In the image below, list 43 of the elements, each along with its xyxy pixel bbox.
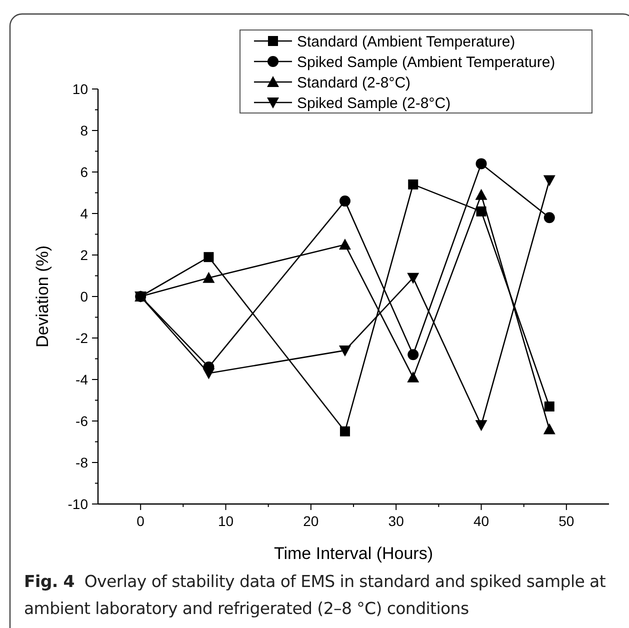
x-tick-label: 30: [388, 513, 404, 529]
x-tick-label: 50: [558, 513, 574, 529]
point: [543, 423, 556, 434]
x-tick-label: 40: [473, 513, 490, 529]
y-tick-label: -2: [76, 330, 88, 346]
y-tick-label: -4: [76, 371, 88, 388]
y-tick-label: 2: [80, 246, 88, 263]
legend-label: Spiked Sample (2-8°C): [297, 94, 451, 112]
legend-label: Standard (2-8°C): [297, 74, 411, 92]
point: [407, 272, 420, 284]
legend-label: Spiked Sample (Ambient Temperature): [297, 54, 556, 71]
point: [476, 158, 487, 170]
point: [475, 420, 488, 432]
y-tick-label: -6: [76, 412, 88, 429]
y-axis-title: Deviation (%): [33, 245, 52, 348]
y-tick-label: 0: [80, 288, 88, 304]
point: [544, 212, 555, 224]
y-tick-label: 4: [80, 205, 88, 222]
point: [408, 179, 418, 190]
point: [475, 188, 488, 200]
y-tick-label: 6: [80, 164, 88, 180]
y-tick-label: -8: [76, 454, 88, 470]
point: [202, 368, 215, 380]
point: [340, 426, 350, 436]
caption: Fig. 4 Overlay of stability data of EMS in standard and spiked sample at ambient laboratory and refrigerated (2–8 °C) conditions: [24, 571, 607, 620]
point: [408, 349, 419, 360]
point: [338, 238, 351, 250]
point: [338, 345, 351, 356]
x-axis-title: Time Interval (Hours): [274, 544, 434, 563]
x-tick-label: 10: [218, 513, 234, 529]
point: [204, 252, 214, 262]
legend-label: Standard (Ambient Temperature): [297, 33, 516, 50]
point: [544, 401, 554, 412]
point: [339, 196, 350, 207]
y-tick-label: -10: [68, 496, 88, 512]
y-tick-label: 8: [80, 122, 88, 138]
point: [407, 371, 420, 382]
point: [476, 206, 486, 216]
point: [543, 175, 556, 186]
x-tick-label: 0: [136, 513, 145, 529]
point: [202, 272, 215, 283]
x-tick-label: 20: [303, 513, 319, 529]
y-tick-label: 10: [72, 80, 88, 97]
